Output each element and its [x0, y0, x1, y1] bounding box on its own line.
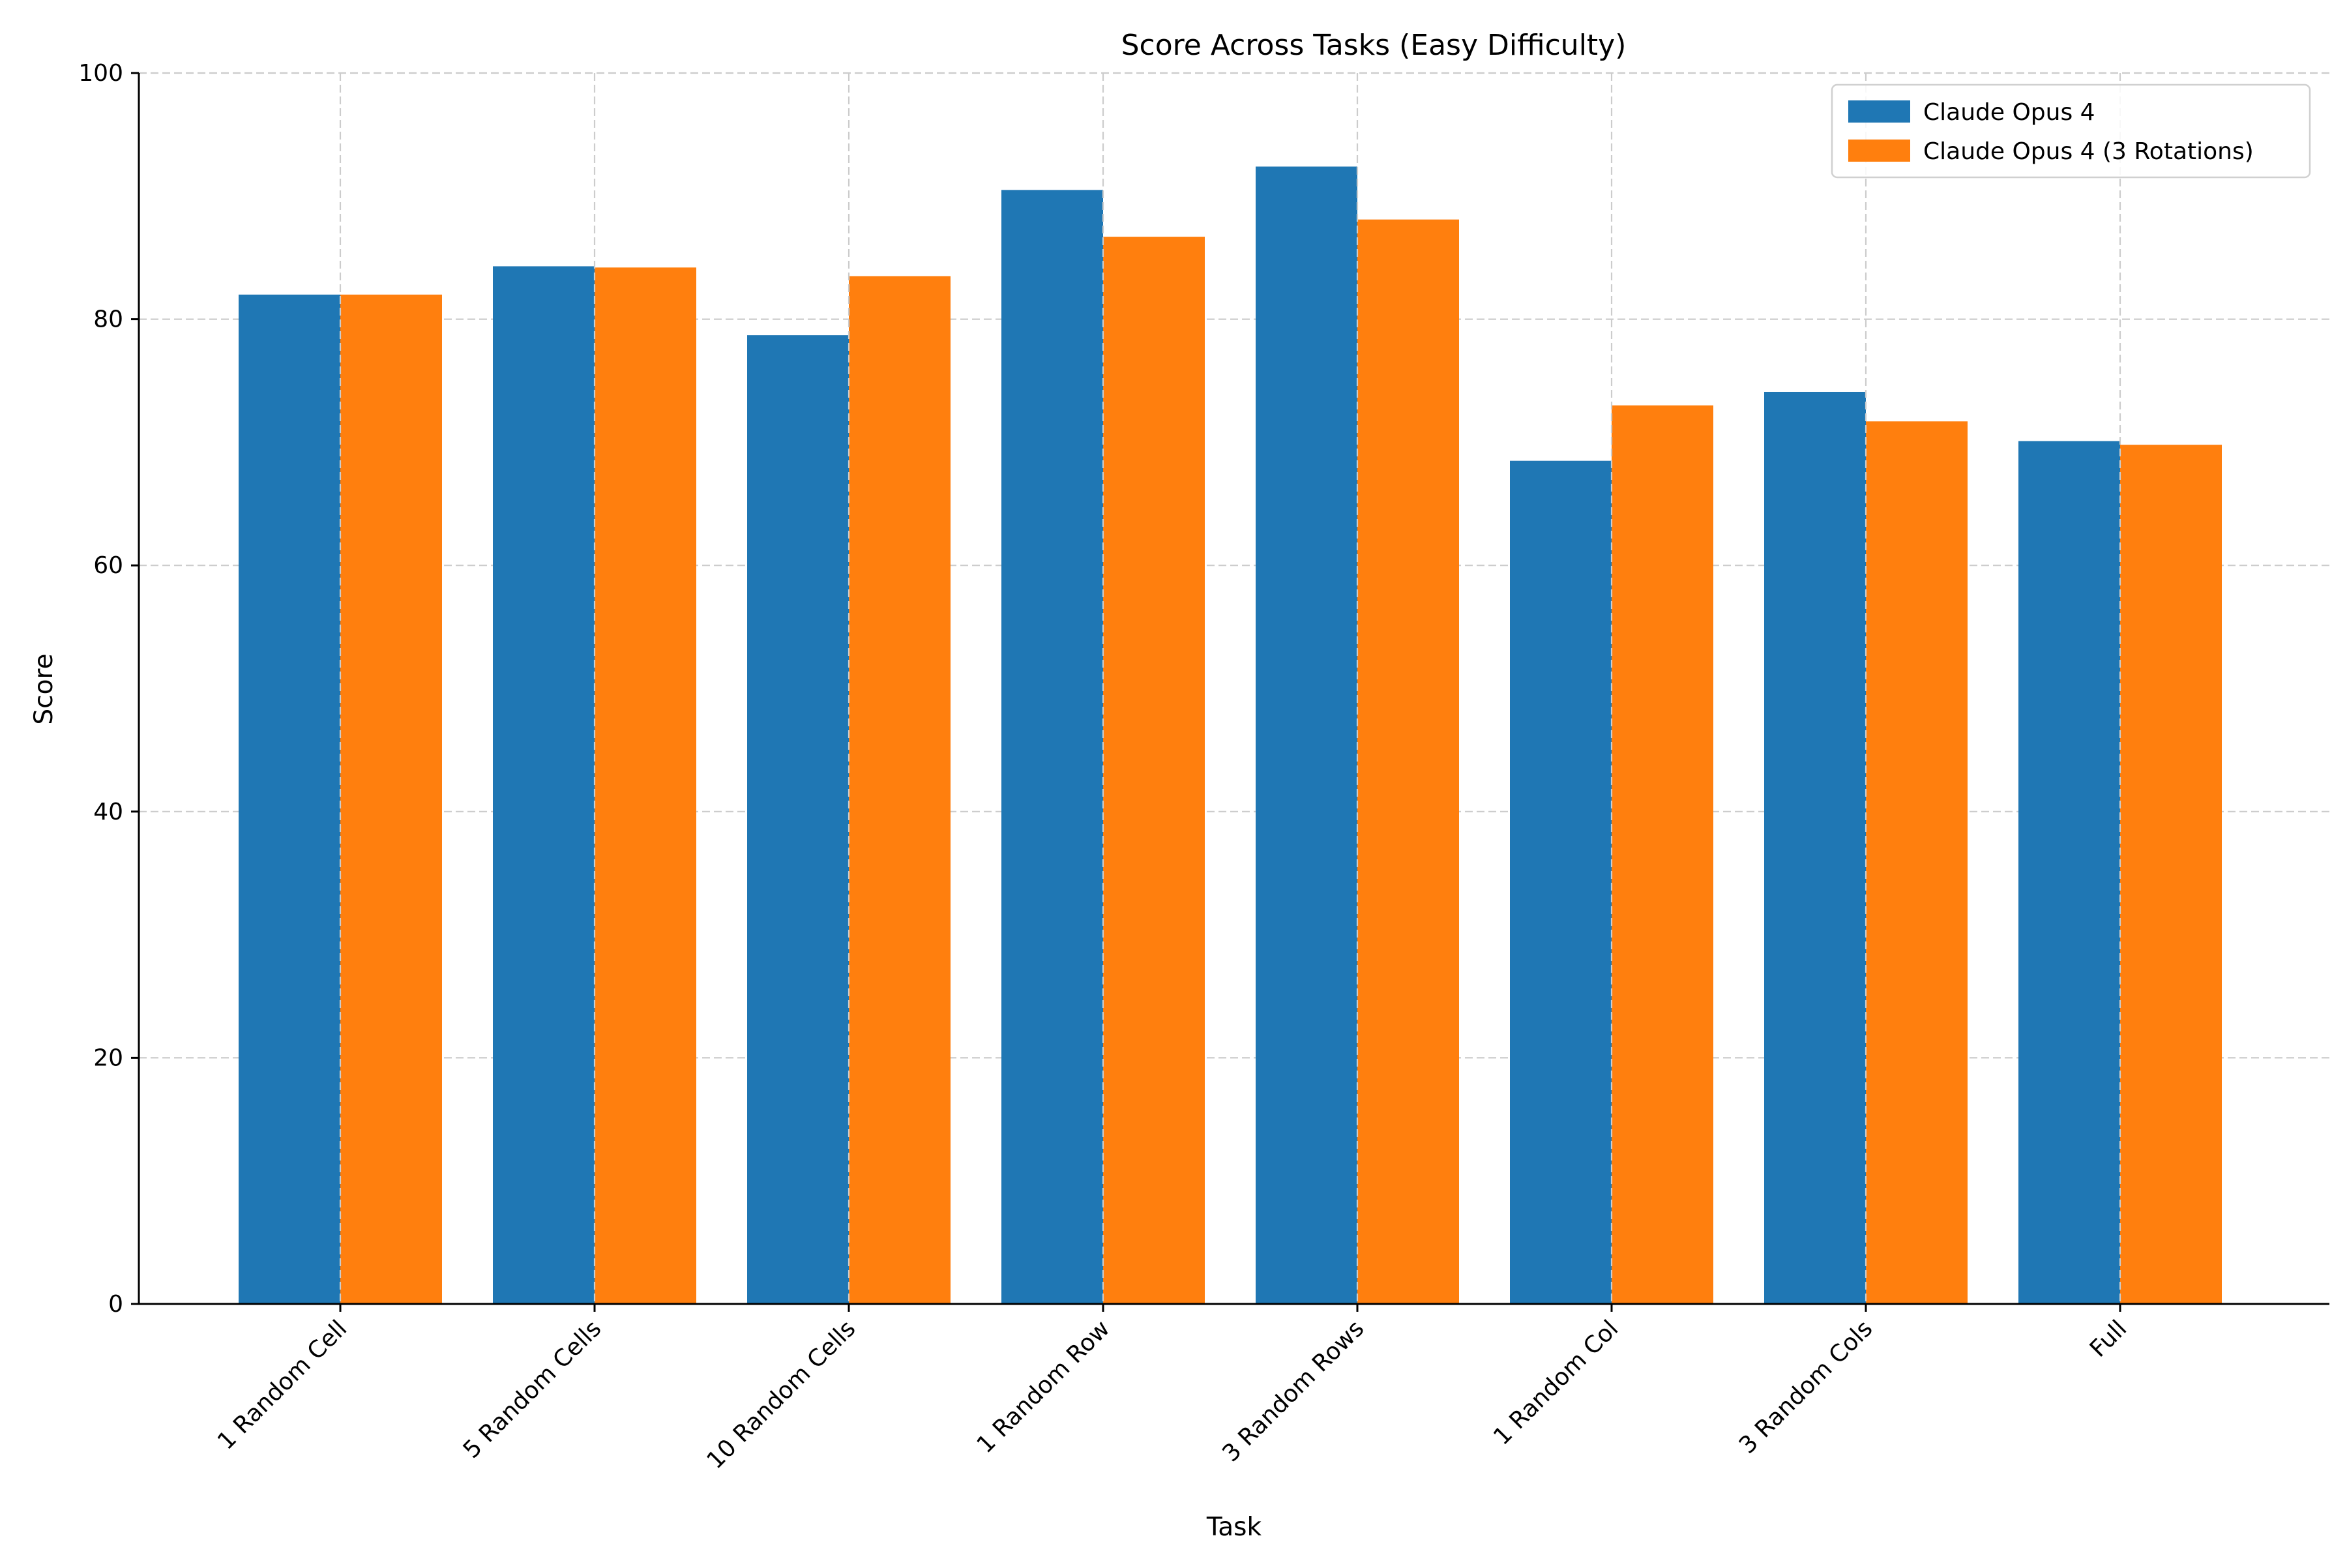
bar-series-2-6	[1866, 421, 1968, 1305]
bar-series-2-7	[2120, 445, 2222, 1304]
bar-series-1-1	[493, 266, 595, 1304]
grid	[139, 72, 2329, 1305]
y-axis-label: Score	[29, 653, 59, 724]
legend-swatch	[1848, 140, 1910, 162]
x-tick-label: 1 Random Col	[1488, 1315, 1623, 1450]
legend-frame	[1831, 83, 2311, 179]
y-tick-label: 20	[93, 1044, 123, 1071]
legend-label: Claude Opus 4	[1923, 99, 2095, 126]
legend-label: Claude Opus 4 (3 Rotations)	[1923, 138, 2254, 165]
bar-series-1-0	[239, 294, 340, 1305]
bar-series-1-2	[747, 335, 849, 1304]
x-tick-label: 3 Random Rows	[1217, 1315, 1369, 1467]
y-tick-label: 40	[93, 799, 123, 825]
bar-series-1-6	[1764, 391, 1866, 1305]
chart-title: Score Across Tasks (Easy Difficulty)	[1121, 29, 1627, 62]
bar-series-2-3	[1103, 237, 1205, 1304]
x-tick-label: Full	[2085, 1315, 2133, 1363]
x-tick-label: 3 Random Cols	[1734, 1315, 1878, 1458]
x-tick-label: 5 Random Cells	[458, 1315, 607, 1464]
y-tick-label: 100	[78, 60, 123, 87]
bar-series-1-5	[1510, 460, 1612, 1304]
bar-series-1-3	[1001, 190, 1103, 1304]
bar-series-2-4	[1357, 219, 1459, 1304]
y-tick-label: 0	[108, 1291, 123, 1318]
bar-series-2-5	[1612, 405, 1713, 1304]
y-tick-label: 60	[93, 552, 123, 579]
x-tick-label: 1 Random Row	[972, 1315, 1115, 1458]
x-tick-label: 10 Random Cells	[702, 1315, 861, 1474]
bar-series-1-4	[1256, 166, 1357, 1304]
x-axis-label: Task	[1206, 1513, 1262, 1542]
y-tick-label: 80	[93, 306, 123, 333]
axes	[138, 73, 2329, 1305]
legend-swatch	[1848, 100, 1910, 123]
legend: Claude Opus 4 Claude Opus 4 (3 Rotations)	[1831, 83, 2311, 179]
x-tick-label: 1 Random Cell	[213, 1315, 352, 1455]
bars	[239, 166, 2222, 1305]
bar-series-2-2	[849, 276, 951, 1304]
bar-series-2-1	[595, 267, 696, 1305]
vertical-grid	[339, 73, 2121, 1304]
bar-series-1-7	[2018, 441, 2120, 1305]
bar-series-2-0	[340, 294, 442, 1305]
